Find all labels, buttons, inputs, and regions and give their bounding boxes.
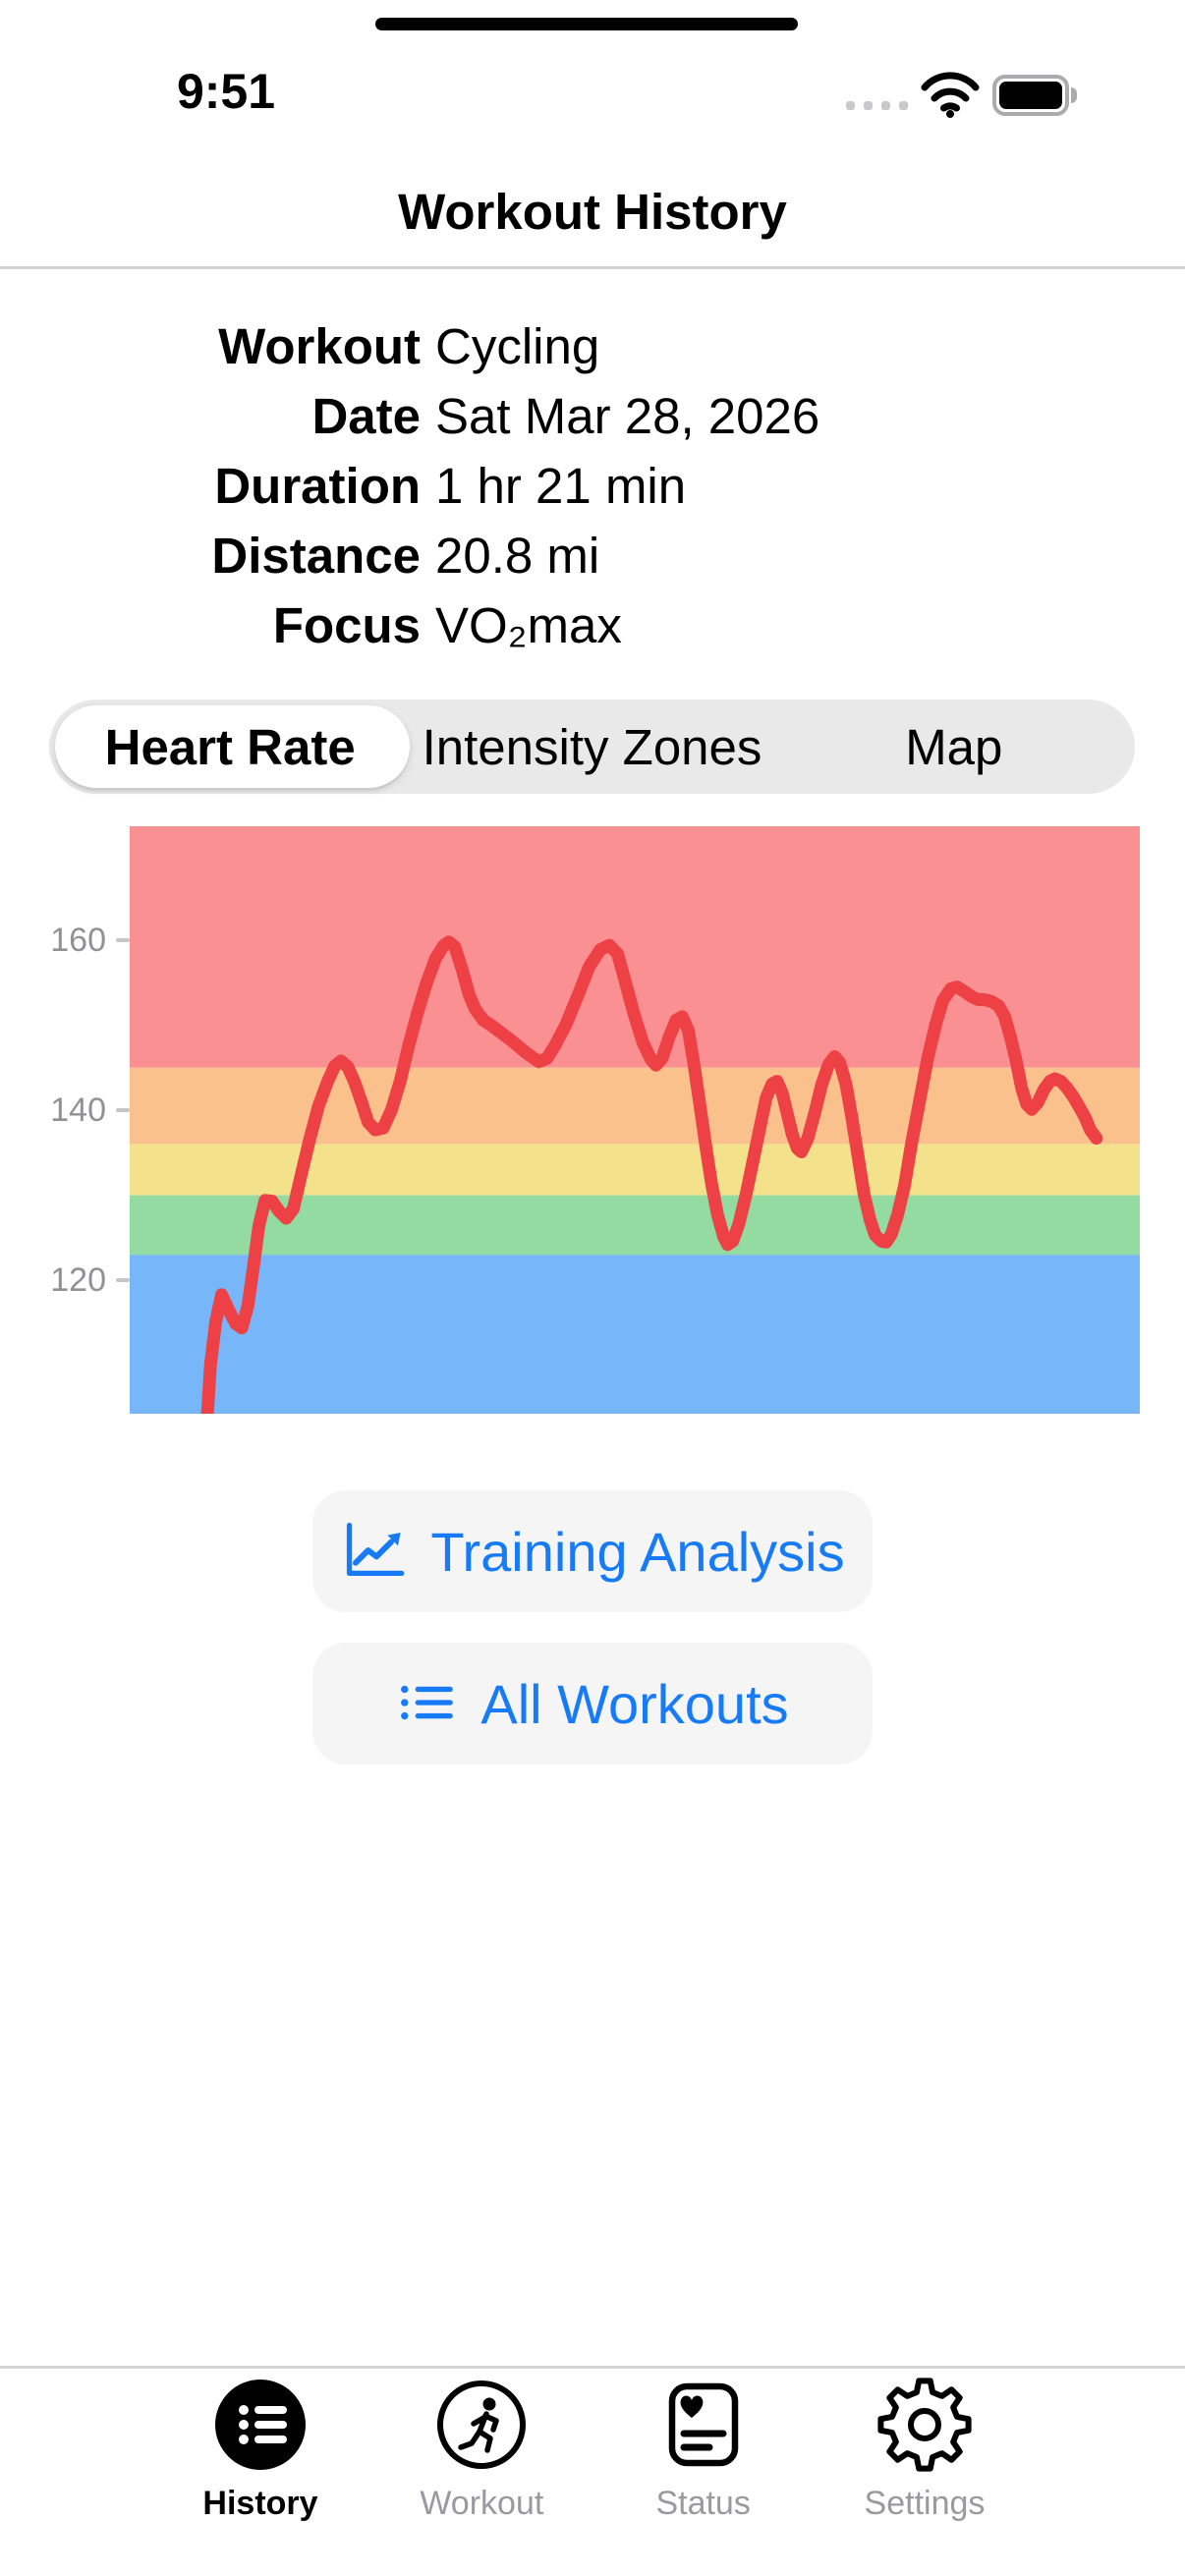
action-buttons: Training Analysis All Workouts bbox=[0, 1490, 1185, 1764]
training-analysis-label: Training Analysis bbox=[430, 1520, 845, 1583]
detail-row-distance: Distance 20.8 mi bbox=[0, 521, 1185, 590]
all-workouts-button[interactable]: All Workouts bbox=[312, 1643, 873, 1764]
training-analysis-button[interactable]: Training Analysis bbox=[312, 1490, 873, 1612]
chart-plot-area bbox=[130, 826, 1140, 1440]
detail-label: Date bbox=[311, 388, 421, 444]
y-axis-tick-mark bbox=[116, 1278, 130, 1283]
gear-icon bbox=[877, 2377, 972, 2473]
detail-value: Cycling bbox=[435, 318, 600, 374]
segment-intensity-zones[interactable]: Intensity Zones bbox=[422, 718, 762, 775]
detail-value: 20.8 mi bbox=[435, 528, 600, 584]
heart-rate-line bbox=[199, 935, 1103, 1440]
detail-row-duration: Duration 1 hr 21 min bbox=[0, 451, 1185, 521]
segment-heart-rate[interactable]: Heart Rate bbox=[104, 718, 356, 775]
tab-label: Status bbox=[655, 2485, 751, 2522]
tab-label: Settings bbox=[864, 2485, 986, 2522]
y-axis-tick-label: 140 bbox=[50, 1092, 106, 1130]
detail-label: Distance bbox=[211, 528, 421, 584]
status-card-icon bbox=[656, 2377, 751, 2473]
tab-status[interactable]: Status bbox=[612, 2377, 795, 2523]
detail-label: Focus bbox=[272, 597, 421, 653]
y-axis-tick-label: 160 bbox=[50, 921, 106, 959]
segment-map[interactable]: Map bbox=[905, 718, 1003, 775]
dynamic-island bbox=[375, 18, 798, 30]
chart-uptrend-icon bbox=[340, 1519, 407, 1585]
tab-bar: History Wor bbox=[0, 2366, 1185, 2576]
detail-value: 1 hr 21 min bbox=[435, 458, 687, 514]
list-bullet-icon bbox=[396, 1674, 457, 1734]
detail-value: Sat Mar 28, 2026 bbox=[435, 388, 820, 444]
wifi-icon bbox=[920, 71, 981, 123]
detail-value: VO₂max bbox=[435, 597, 622, 653]
cellular-signal-icon bbox=[846, 101, 908, 110]
tab-settings[interactable]: Settings bbox=[833, 2377, 1016, 2523]
runner-circle-icon bbox=[434, 2377, 529, 2473]
battery-icon bbox=[992, 75, 1077, 116]
segmented-selected-thumb bbox=[55, 705, 410, 788]
tab-label: History bbox=[202, 2485, 318, 2522]
detail-row-date: Date Sat Mar 28, 2026 bbox=[0, 381, 1185, 451]
hr-zone-band-zone3 bbox=[130, 1144, 1140, 1196]
hr-zone-band-zone1 bbox=[130, 1255, 1140, 1414]
page-title: Workout History bbox=[398, 184, 787, 240]
nav-divider bbox=[0, 266, 1185, 269]
heart-rate-chart: 160 140 120 bbox=[0, 826, 1185, 1440]
detail-row-focus: Focus VO₂max bbox=[0, 590, 1185, 660]
detail-label: Duration bbox=[214, 458, 421, 514]
all-workouts-label: All Workouts bbox=[480, 1672, 789, 1735]
chart-mode-segmented-control: Heart Rate Intensity Zones Map bbox=[49, 700, 1135, 794]
y-axis-tick-mark bbox=[116, 937, 130, 942]
tab-label: Workout bbox=[420, 2485, 544, 2522]
history-list-circle-icon bbox=[213, 2377, 308, 2473]
tab-history[interactable]: History bbox=[169, 2377, 352, 2523]
y-axis-tick-label: 120 bbox=[50, 1261, 106, 1300]
status-time: 9:51 bbox=[176, 64, 276, 119]
workout-details: Workout Cycling Date Sat Mar 28, 2026 Du… bbox=[0, 311, 1185, 660]
detail-label: Workout bbox=[218, 318, 421, 374]
detail-row-workout: Workout Cycling bbox=[0, 311, 1185, 381]
tab-workout[interactable]: Workout bbox=[390, 2377, 573, 2523]
y-axis-tick-mark bbox=[116, 1108, 130, 1113]
hr-zone-band-zone4 bbox=[130, 1067, 1140, 1145]
